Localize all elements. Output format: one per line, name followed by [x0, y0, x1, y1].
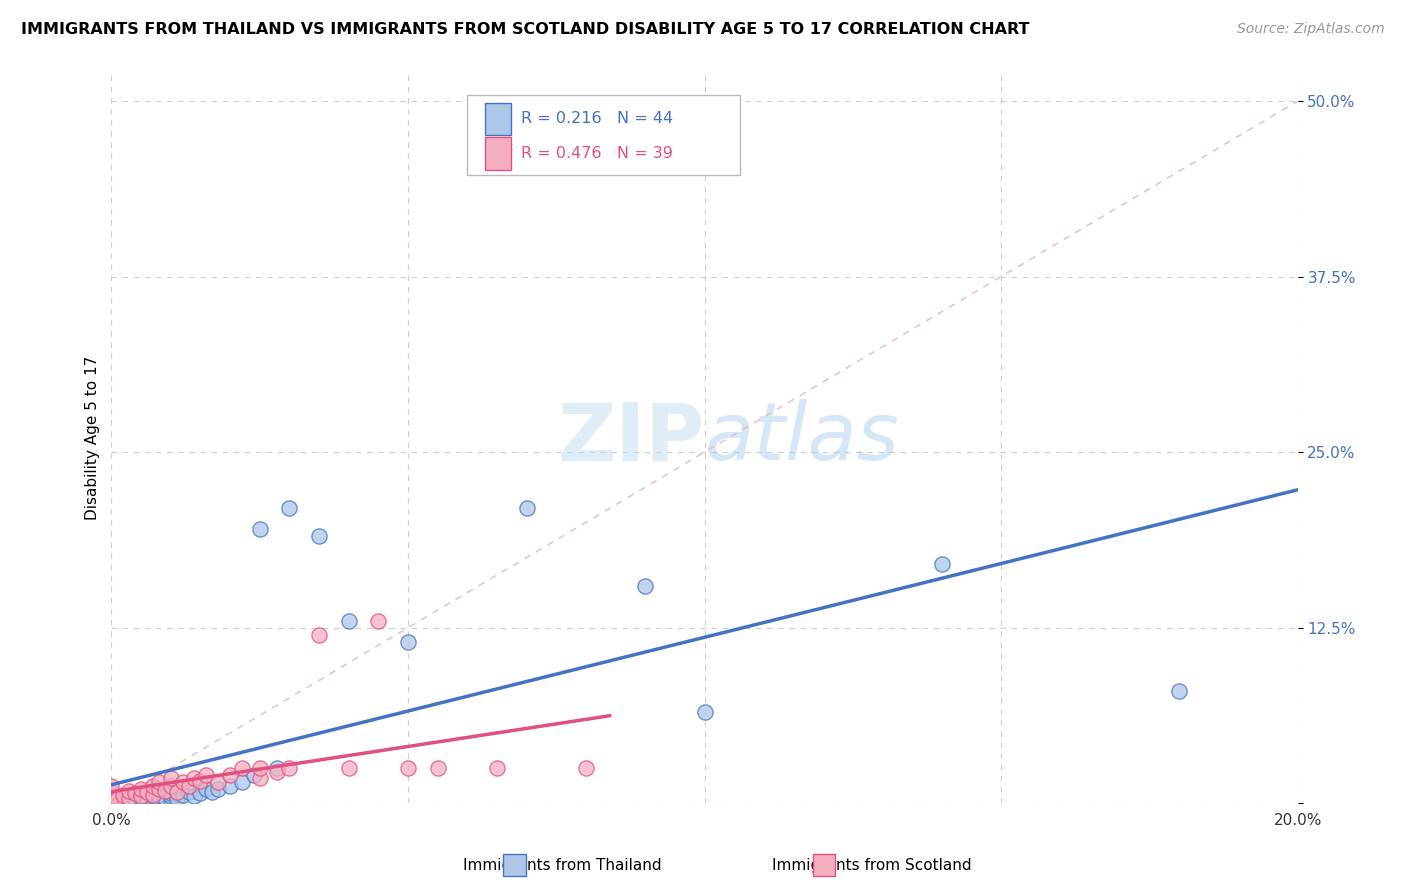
Point	[148, 782, 170, 797]
Point	[396, 761, 419, 775]
Text: R = 0.216   N = 44: R = 0.216 N = 44	[520, 112, 673, 127]
Point	[337, 761, 360, 775]
Point	[1168, 684, 1191, 698]
Point	[931, 558, 953, 572]
Point	[129, 789, 152, 804]
Point	[242, 768, 264, 782]
Point	[337, 614, 360, 628]
Point	[159, 786, 181, 800]
Point	[118, 790, 141, 805]
Point	[129, 782, 152, 797]
Y-axis label: Disability Age 5 to 17: Disability Age 5 to 17	[86, 356, 100, 520]
Point	[118, 795, 141, 809]
Point	[166, 785, 188, 799]
Text: Source: ZipAtlas.com: Source: ZipAtlas.com	[1237, 22, 1385, 37]
Point	[136, 795, 159, 809]
Point	[183, 789, 205, 804]
Point	[136, 785, 159, 799]
Point	[278, 501, 301, 516]
Point	[201, 785, 224, 799]
Point	[142, 788, 165, 802]
Point	[426, 761, 449, 775]
Text: Immigrants from Scotland: Immigrants from Scotland	[772, 858, 972, 872]
Point	[100, 789, 122, 804]
Point	[159, 793, 181, 807]
Point	[112, 788, 135, 802]
Point	[136, 792, 159, 806]
Point	[266, 765, 288, 780]
Point	[231, 761, 253, 775]
Point	[183, 771, 205, 785]
Point	[177, 785, 200, 799]
Point	[195, 768, 218, 782]
Point	[100, 780, 122, 794]
Point	[159, 789, 181, 804]
Point	[142, 793, 165, 807]
Point	[249, 522, 271, 536]
Point	[112, 796, 135, 810]
Point	[219, 768, 242, 782]
Point	[190, 786, 212, 800]
Point	[367, 614, 389, 628]
Point	[575, 761, 598, 775]
Text: atlas: atlas	[704, 399, 900, 477]
Point	[100, 790, 122, 805]
Point	[308, 628, 330, 642]
Point	[100, 785, 122, 799]
Point	[100, 793, 122, 807]
Point	[166, 792, 188, 806]
FancyBboxPatch shape	[485, 136, 512, 169]
Point	[105, 795, 128, 809]
Point	[266, 761, 288, 775]
Point	[190, 773, 212, 788]
Point	[153, 783, 176, 797]
Point	[159, 780, 181, 794]
Text: Immigrants from Thailand: Immigrants from Thailand	[463, 858, 662, 872]
Point	[148, 788, 170, 802]
Point	[249, 761, 271, 775]
Point	[129, 790, 152, 805]
Point	[231, 775, 253, 789]
FancyBboxPatch shape	[485, 103, 512, 136]
Point	[159, 771, 181, 785]
Point	[195, 782, 218, 797]
Point	[207, 775, 229, 789]
Point	[172, 775, 194, 789]
Text: ZIP: ZIP	[557, 399, 704, 477]
Point	[124, 786, 146, 800]
Point	[249, 771, 271, 785]
Point	[308, 529, 330, 543]
Point	[118, 793, 141, 807]
Point	[207, 782, 229, 797]
Point	[516, 501, 538, 516]
Point	[634, 578, 657, 592]
Point	[278, 761, 301, 775]
Text: R = 0.476   N = 39: R = 0.476 N = 39	[520, 145, 672, 161]
Point	[100, 792, 122, 806]
Point	[100, 793, 122, 807]
Text: IMMIGRANTS FROM THAILAND VS IMMIGRANTS FROM SCOTLAND DISABILITY AGE 5 TO 17 CORR: IMMIGRANTS FROM THAILAND VS IMMIGRANTS F…	[21, 22, 1029, 37]
Point	[124, 793, 146, 807]
Point	[396, 634, 419, 648]
Point	[219, 780, 242, 794]
Point	[124, 792, 146, 806]
Point	[148, 792, 170, 806]
Point	[148, 775, 170, 789]
Point	[177, 780, 200, 794]
Point	[105, 792, 128, 806]
Point	[129, 795, 152, 809]
Point	[142, 780, 165, 794]
Point	[100, 796, 122, 810]
Point	[693, 705, 716, 719]
Point	[485, 761, 508, 775]
Point	[118, 783, 141, 797]
Point	[142, 789, 165, 804]
Point	[153, 790, 176, 805]
Point	[172, 788, 194, 802]
FancyBboxPatch shape	[467, 95, 740, 175]
